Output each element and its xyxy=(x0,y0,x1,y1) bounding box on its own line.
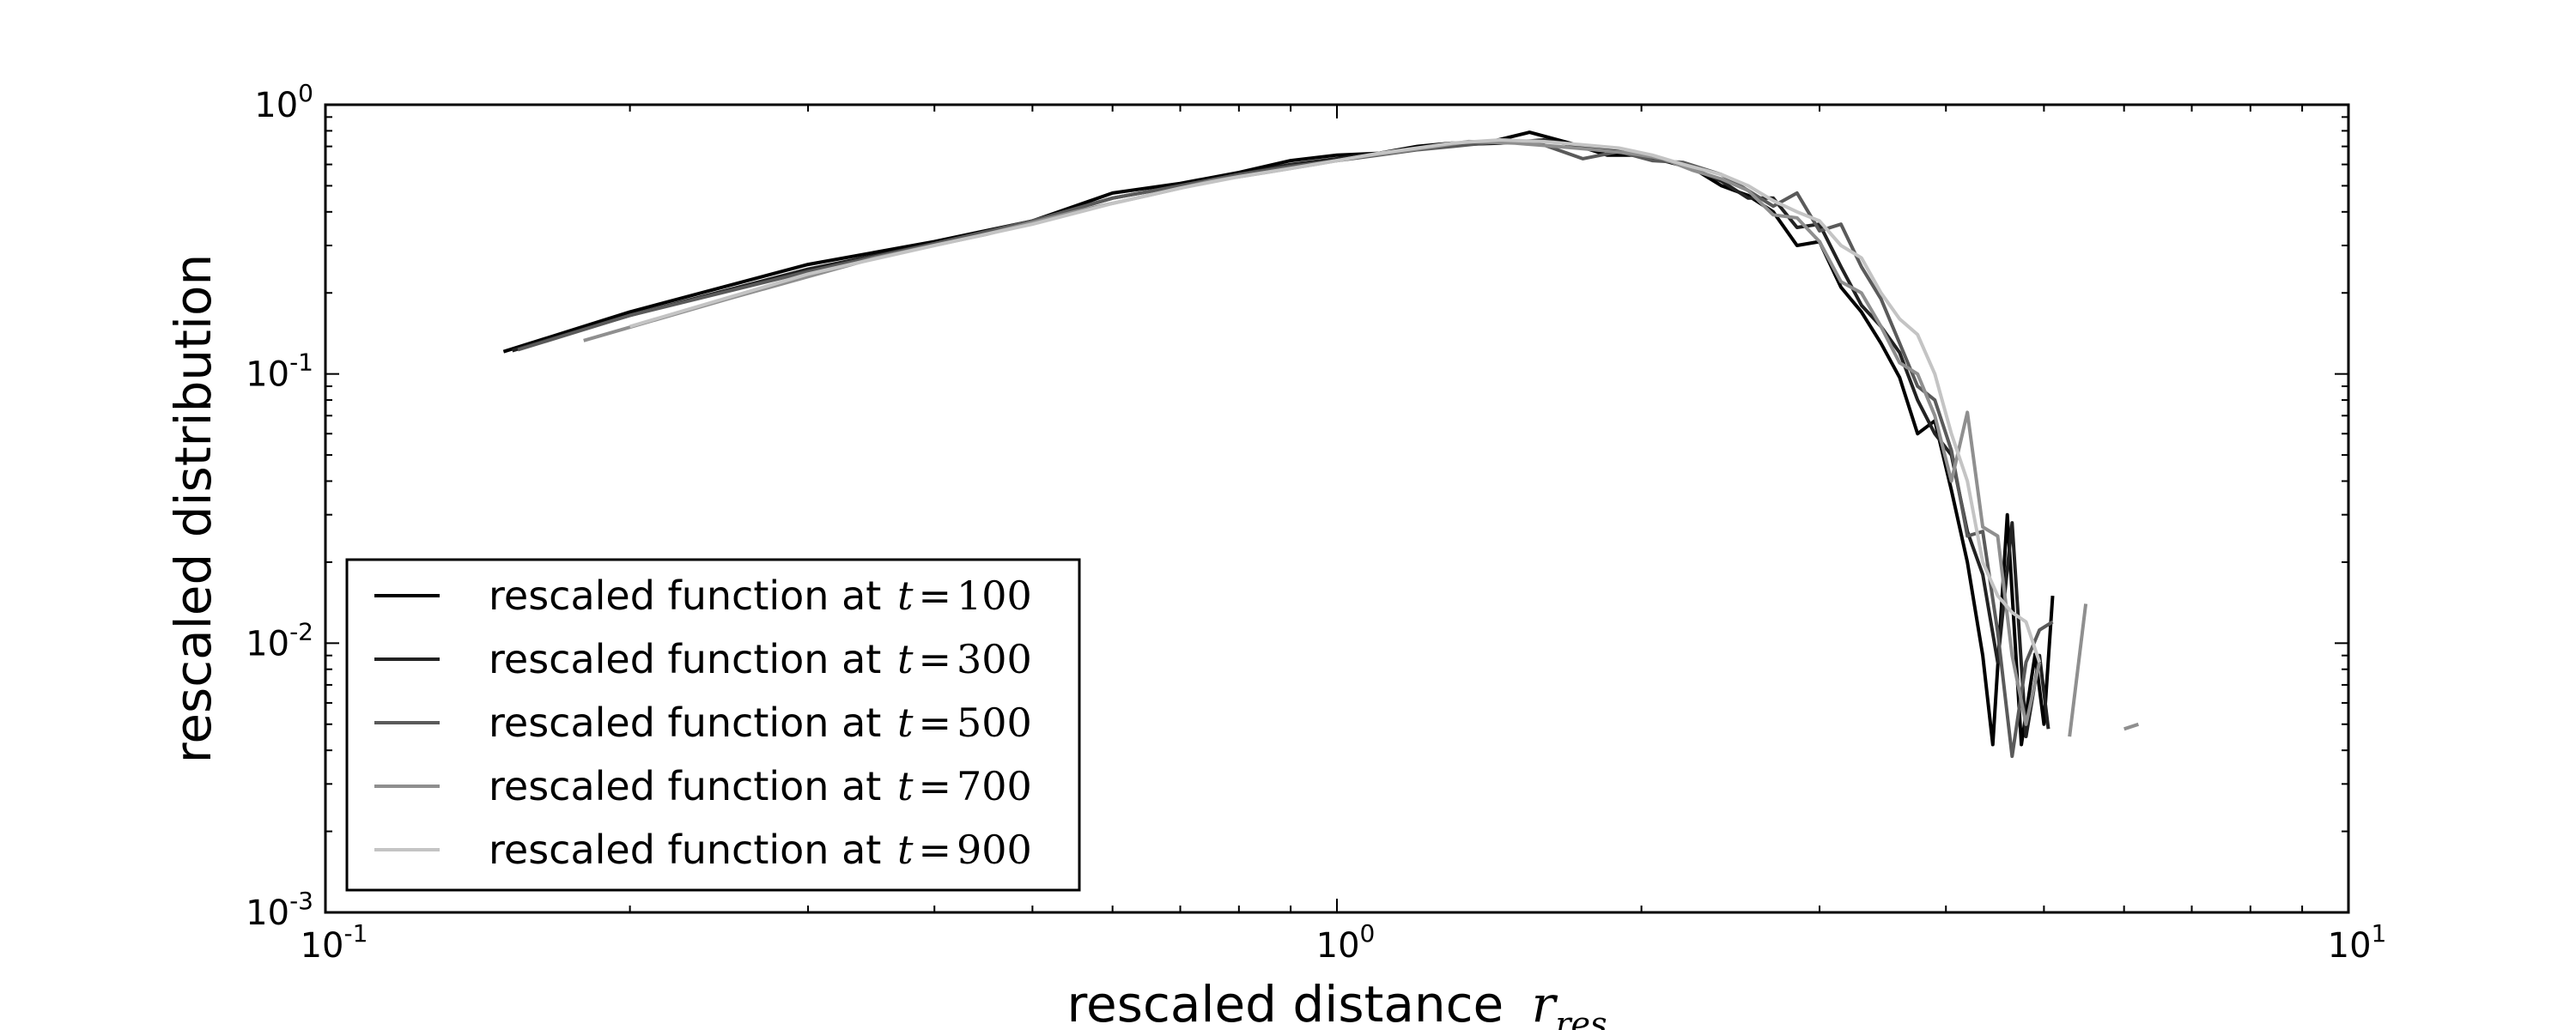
axis-tick-labels: 10-1 100 101 100 10-1 10-2 10-3 xyxy=(246,79,2386,966)
y-axis-label: rescaled distribution xyxy=(164,254,222,763)
series-line-100 xyxy=(502,130,2055,747)
series-line-900 xyxy=(629,138,2042,663)
legend-label-900: rescaled function at t = 900 xyxy=(489,827,1032,873)
plot-lines xyxy=(502,130,2140,759)
legend-box xyxy=(345,558,1081,892)
x-tick-label: 100 xyxy=(1316,919,1376,966)
legend-label-300: rescaled function at t = 300 xyxy=(489,636,1032,682)
y-tick-label: 10-1 xyxy=(246,348,313,395)
legend-label-100: rescaled function at t = 100 xyxy=(489,573,1032,619)
axis-ticks xyxy=(325,104,2349,913)
series-fragment-2 xyxy=(2123,722,2140,731)
series-fragment-1 xyxy=(2068,603,2088,737)
legend-label-700: rescaled function at t = 700 xyxy=(489,763,1032,809)
legend-label-500: rescaled function at t = 500 xyxy=(489,700,1032,746)
legend: rescaled function at t = 100 rescaled funct… xyxy=(345,558,1081,892)
y-tick-label: 10-3 xyxy=(246,887,313,933)
x-tick-label: 10-1 xyxy=(301,919,368,966)
x-axis-label: rescaled distance rres xyxy=(1066,975,1607,1030)
y-tick-label: 10-2 xyxy=(246,617,313,663)
x-tick-label: 101 xyxy=(2328,919,2387,966)
y-tick-label: 100 xyxy=(254,79,313,125)
